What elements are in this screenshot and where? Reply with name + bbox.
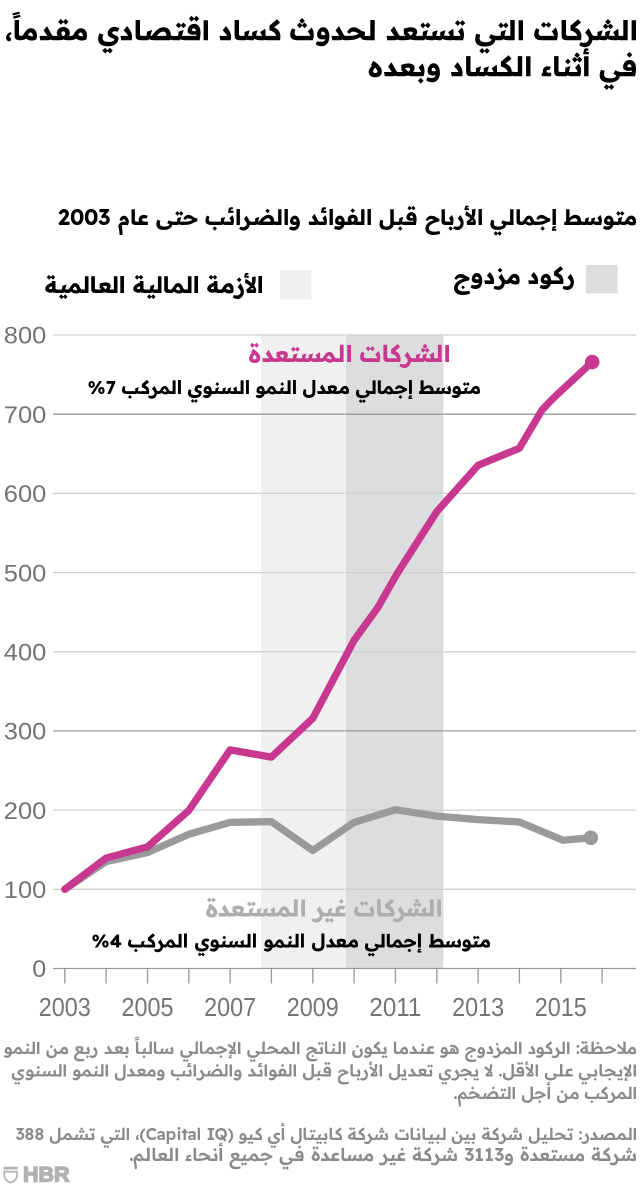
svg-text:300: 300 xyxy=(4,719,46,746)
svg-text:2003: 2003 xyxy=(39,992,91,1022)
svg-text:700: 700 xyxy=(4,402,46,429)
svg-text:200: 200 xyxy=(4,798,46,825)
svg-text:0: 0 xyxy=(32,956,46,983)
svg-text:2007: 2007 xyxy=(204,992,256,1022)
svg-text:500: 500 xyxy=(4,560,46,587)
svg-text:800: 800 xyxy=(4,323,46,350)
svg-text:2015: 2015 xyxy=(535,992,587,1022)
svg-text:600: 600 xyxy=(4,481,46,508)
svg-text:2009: 2009 xyxy=(287,992,339,1022)
svg-text:HBR: HBR xyxy=(23,1163,70,1185)
svg-text:2011: 2011 xyxy=(369,992,421,1022)
svg-text:100: 100 xyxy=(4,877,46,904)
svg-text:2005: 2005 xyxy=(122,992,174,1022)
svg-text:400: 400 xyxy=(4,640,46,667)
svg-text:2013: 2013 xyxy=(452,992,504,1022)
